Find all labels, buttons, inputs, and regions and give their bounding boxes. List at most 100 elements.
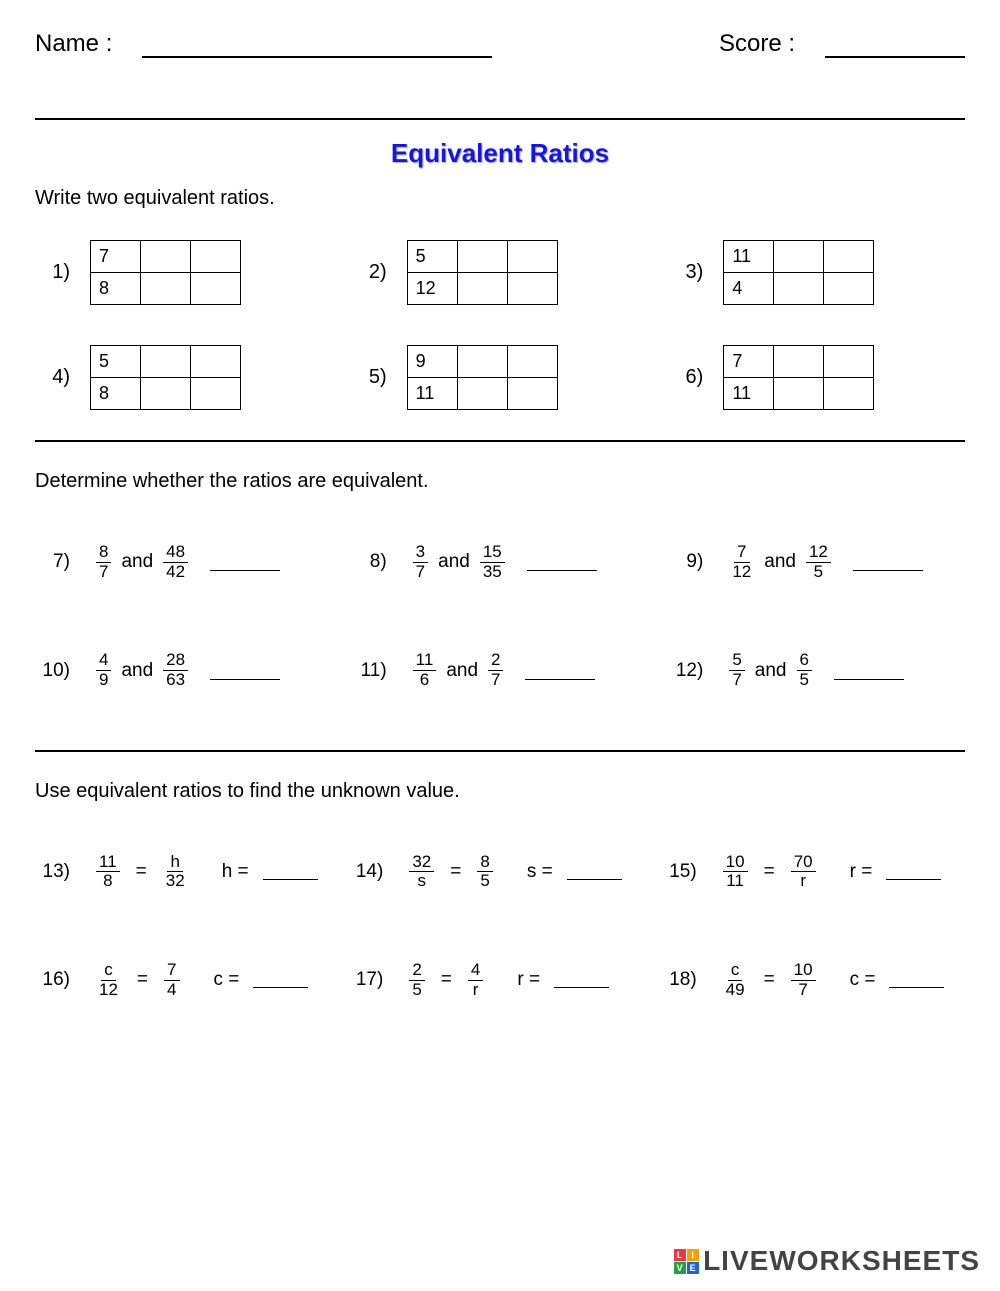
ratio-blank-cell[interactable] [191, 241, 241, 273]
problem-number: 18) [662, 969, 697, 991]
answer-blank[interactable] [527, 553, 597, 571]
header-row: Name : Score : [35, 30, 965, 58]
fraction: 4r [468, 961, 483, 999]
watermark-tile: V [674, 1262, 686, 1274]
ratio-blank-cell[interactable] [824, 346, 874, 378]
problem-number: 16) [35, 969, 70, 991]
ratio-blank-cell[interactable] [507, 378, 557, 410]
ratio-blank-cell[interactable] [141, 378, 191, 410]
ratio-cell: 11 [407, 378, 457, 410]
ratio-blank-cell[interactable] [141, 273, 191, 305]
ratio-table: 58 [90, 345, 241, 410]
equivalence-problem: 8)37 and 1535 [352, 543, 649, 581]
and-text: and [438, 551, 470, 573]
ratio-blank-cell[interactable] [507, 241, 557, 273]
ratio-blank-cell[interactable] [191, 346, 241, 378]
fraction: 49 [96, 651, 111, 689]
problem-number: 12) [668, 660, 703, 682]
fraction: h32 [163, 853, 188, 891]
ratio-table: 512 [407, 240, 558, 305]
ratio-cell: 4 [724, 273, 774, 305]
ratio-cell: 12 [407, 273, 457, 305]
ratio-blank-cell[interactable] [824, 241, 874, 273]
ratio-blank-cell[interactable] [457, 346, 507, 378]
fraction: 107 [791, 961, 816, 999]
fraction: c12 [96, 961, 121, 999]
problem-number: 4) [35, 366, 70, 389]
divider [35, 750, 965, 752]
ratio-blank-cell[interactable] [824, 273, 874, 305]
ratio-blank-cell[interactable] [774, 273, 824, 305]
name-blank[interactable] [142, 34, 492, 58]
section3-instruction: Use equivalent ratios to find the unknow… [35, 780, 965, 803]
ratio-blank-cell[interactable] [774, 346, 824, 378]
ratio-blank-cell[interactable] [457, 241, 507, 273]
answer-blank[interactable] [263, 864, 318, 880]
answer-blank[interactable] [886, 864, 941, 880]
fraction: 712 [729, 543, 754, 581]
ratio-blank-cell[interactable] [141, 346, 191, 378]
equals-sign: = [136, 861, 147, 883]
ratio-blank-cell[interactable] [774, 378, 824, 410]
answer-blank[interactable] [210, 662, 280, 680]
fraction: 1011 [723, 853, 748, 891]
score-blank[interactable] [825, 34, 965, 58]
ratio-blank-cell[interactable] [507, 273, 557, 305]
ratio-table: 114 [723, 240, 874, 305]
watermark-text: LIVEWORKSHEETS [703, 1245, 980, 1277]
ratio-cell: 7 [91, 241, 141, 273]
section1-instruction: Write two equivalent ratios. [35, 187, 965, 210]
problem-number: 9) [668, 551, 703, 573]
fraction: 57 [729, 651, 744, 689]
problem-number: 2) [352, 261, 387, 284]
answer-blank[interactable] [834, 662, 904, 680]
equivalence-problem: 12)57 and 65 [668, 651, 965, 689]
unknown-problem: 16)c12=74c = [35, 961, 338, 999]
answer-blank[interactable] [525, 662, 595, 680]
ratio-problem: 6) 711 [668, 345, 965, 410]
ratio-problem: 5) 911 [352, 345, 649, 410]
ratio-cell: 9 [407, 346, 457, 378]
ratio-blank-cell[interactable] [824, 378, 874, 410]
fraction: 87 [96, 543, 111, 581]
answer-blank[interactable] [853, 553, 923, 571]
answer-blank[interactable] [253, 972, 308, 988]
watermark-tile: I [687, 1249, 699, 1261]
ratio-blank-cell[interactable] [774, 241, 824, 273]
ratio-cell: 11 [724, 241, 774, 273]
equivalence-problem: 10)49 and 2863 [35, 651, 332, 689]
ratio-blank-cell[interactable] [507, 346, 557, 378]
fraction: 118 [96, 853, 120, 891]
problem-number: 7) [35, 551, 70, 573]
variable-label: s = [527, 861, 553, 883]
ratio-blank-cell[interactable] [191, 378, 241, 410]
answer-blank[interactable] [210, 553, 280, 571]
problem-number: 5) [352, 366, 387, 389]
equals-sign: = [441, 969, 452, 991]
watermark-icon: LIVE [674, 1249, 699, 1274]
problem-number: 6) [668, 366, 703, 389]
equals-sign: = [764, 969, 775, 991]
answer-blank[interactable] [889, 972, 944, 988]
ratio-cell: 5 [407, 241, 457, 273]
ratio-table: 711 [723, 345, 874, 410]
equals-sign: = [764, 861, 775, 883]
fraction: 70r [791, 853, 816, 891]
name-label: Name : [35, 30, 112, 58]
answer-blank[interactable] [567, 864, 622, 880]
and-text: and [121, 551, 153, 573]
unknown-problem: 17)25=4rr = [348, 961, 651, 999]
unknown-problem: 13)118=h32h = [35, 853, 338, 891]
ratio-blank-cell[interactable] [457, 378, 507, 410]
equals-sign: = [137, 969, 148, 991]
ratio-table: 78 [90, 240, 241, 305]
ratio-blank-cell[interactable] [457, 273, 507, 305]
equivalence-problem: 9)712 and 125 [668, 543, 965, 581]
problem-number: 14) [348, 861, 383, 883]
unknown-problem: 15)1011=70rr = [662, 853, 965, 891]
answer-blank[interactable] [554, 972, 609, 988]
fraction: 85 [477, 853, 492, 891]
watermark: LIVE LIVEWORKSHEETS [674, 1245, 980, 1277]
ratio-blank-cell[interactable] [141, 241, 191, 273]
ratio-blank-cell[interactable] [191, 273, 241, 305]
